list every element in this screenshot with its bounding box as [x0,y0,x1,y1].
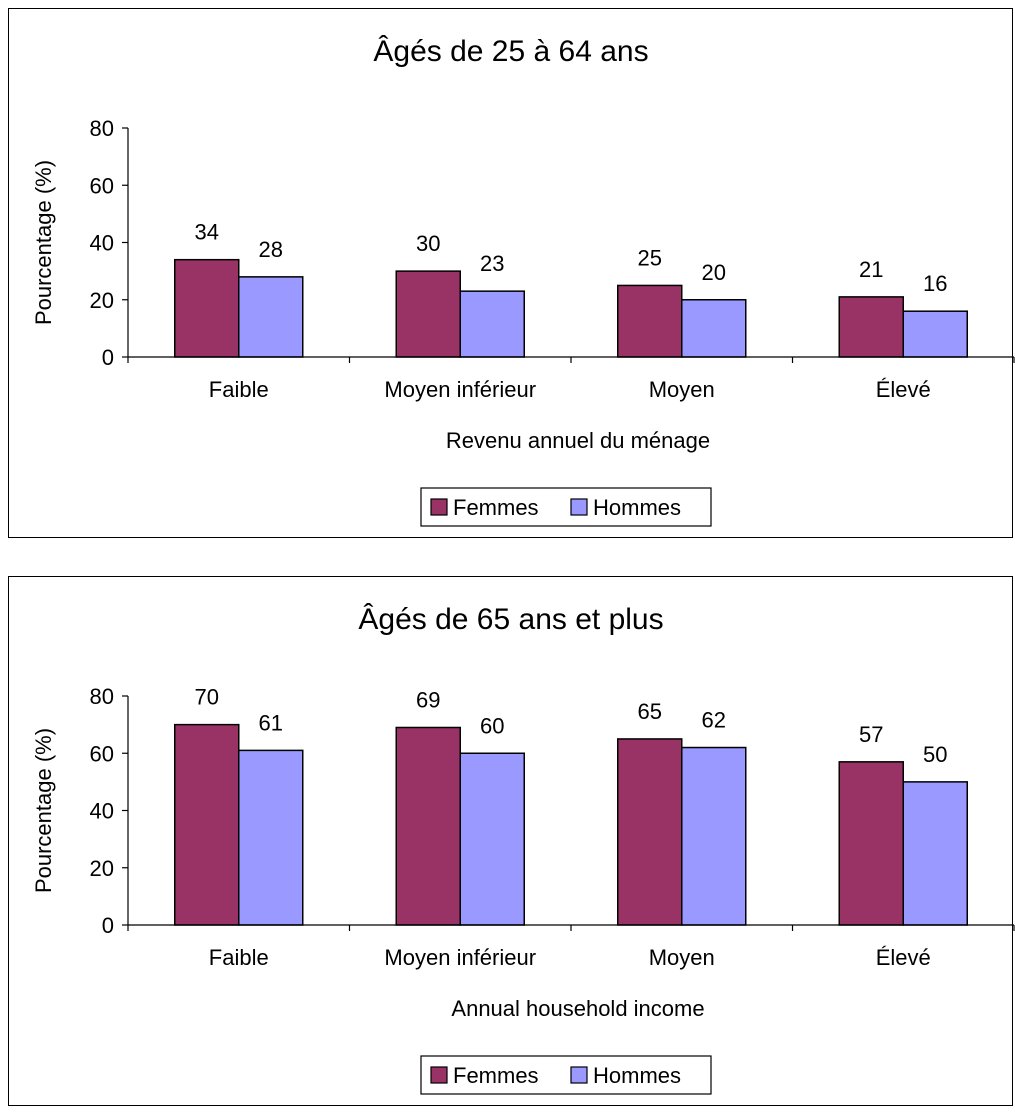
chart-2-bar-femmes [395,726,461,926]
chart-2-svg: Âgés de 65 ans et plus Pourcentage (%) 0 20… [31,603,1015,1095]
chart-1-y-tick-label: 0 [102,345,114,370]
chart-2-y-tick-label: 60 [90,741,114,766]
chart-2-bar-femmes [617,738,683,926]
chart-2-legend-swatch-femmes [430,1066,448,1084]
chart-1-bar-femmes [617,284,683,358]
chart-1-bar-hommes [238,276,304,358]
chart-2-title: Âgés de 65 ans et plus [358,603,663,636]
chart-1-y-tick-label: 60 [90,173,114,198]
chart-1-data-label: 21 [859,257,883,282]
chart-1-data-label: 20 [702,260,726,285]
chart-2-data-label: 69 [416,687,440,712]
chart-1-bar-femmes [174,258,240,358]
chart-2-bar-hommes [681,746,747,926]
chart-2-data-label: 65 [638,699,662,724]
chart-1-legend-swatch-hommes [570,498,588,516]
chart-1-x-axis-label: Revenu annuel du ménage [446,428,710,453]
chart-1-category-label: Moyen [649,377,715,402]
chart-1-y-axis-label: Pourcentage (%) [31,160,56,325]
chart-2-data-label: 70 [195,685,219,710]
chart-1-y-tick-label: 40 [90,231,114,256]
chart-1-legend-label-femmes: Femmes [453,495,539,520]
chart-1-data-label: 16 [923,271,947,296]
chart-2-x-axis-label: Annual household income [451,996,704,1021]
chart-2-category-label: Élevé [876,945,931,970]
chart-2-bar-hommes [902,781,968,926]
chart-1-bar-femmes [395,270,461,358]
chart-1-bar-hommes [459,290,525,358]
chart-1-data-label: 23 [480,251,504,276]
chart-2-bar-hommes [459,752,525,926]
chart-1-bar-hommes [681,299,747,358]
chart-1-legend-label-hommes: Hommes [593,495,681,520]
chart-2-bar-femmes [838,761,904,926]
chart-2-category-label: Moyen [649,945,715,970]
chart-1-bar-femmes [838,296,904,358]
chart-2-y-axis-label: Pourcentage (%) [31,728,56,893]
chart-2-bar-femmes [174,723,240,926]
chart-2-bar-hommes [238,749,304,926]
chart-1-y-tick-label: 20 [90,288,114,313]
chart-2-data-label: 57 [859,722,883,747]
chart-1-title: Âgés de 25 à 64 ans [373,35,648,68]
chart-2-category-label: Moyen inférieur [384,945,536,970]
chart-2-y-tick-label: 20 [90,856,114,881]
chart-2-category-label: Faible [209,945,269,970]
chart-2-data-label: 60 [480,713,504,738]
chart-1-data-label: 28 [259,237,283,262]
chart-1-data-label: 30 [416,231,440,256]
chart-1-svg: Âgés de 25 à 64 ans Pourcentage (%) 0 20 40 6… [31,35,1015,527]
chart-2-legend: Femmes Hommes [420,1055,712,1095]
chart-2-legend-swatch-hommes [570,1066,588,1084]
chart-1-legend: Femmes Hommes [420,487,712,527]
chart-2-legend-label-hommes: Hommes [593,1063,681,1088]
chart-1-legend-box [420,487,712,527]
chart-1-data-label: 25 [638,245,662,270]
chart-2-y-tick-label: 0 [102,913,114,938]
chart-2-data-label: 50 [923,742,947,767]
chart-2-data-label: 61 [259,710,283,735]
chart-1-category-label: Moyen inférieur [384,377,536,402]
chart-2-legend-label-femmes: Femmes [453,1063,539,1088]
chart-1-y-tick-label: 80 [90,116,114,141]
chart-1-legend-swatch-femmes [430,498,448,516]
chart-1-category-label: Faible [209,377,269,402]
chart-panel-1: Âgés de 25 à 64 ans Pourcentage (%) 0 20 40 6… [8,8,1015,538]
chart-panel-2: Âgés de 65 ans et plus Pourcentage (%) 0 20… [8,576,1015,1106]
chart-1-bar-hommes [902,310,968,358]
chart-2-y-tick-label: 80 [90,684,114,709]
chart-1-category-label: Élevé [876,377,931,402]
chart-2-y-tick-label: 40 [90,799,114,824]
chart-2-data-label: 62 [702,708,726,733]
chart-2-legend-box [420,1055,712,1095]
chart-1-data-label: 34 [195,220,219,245]
